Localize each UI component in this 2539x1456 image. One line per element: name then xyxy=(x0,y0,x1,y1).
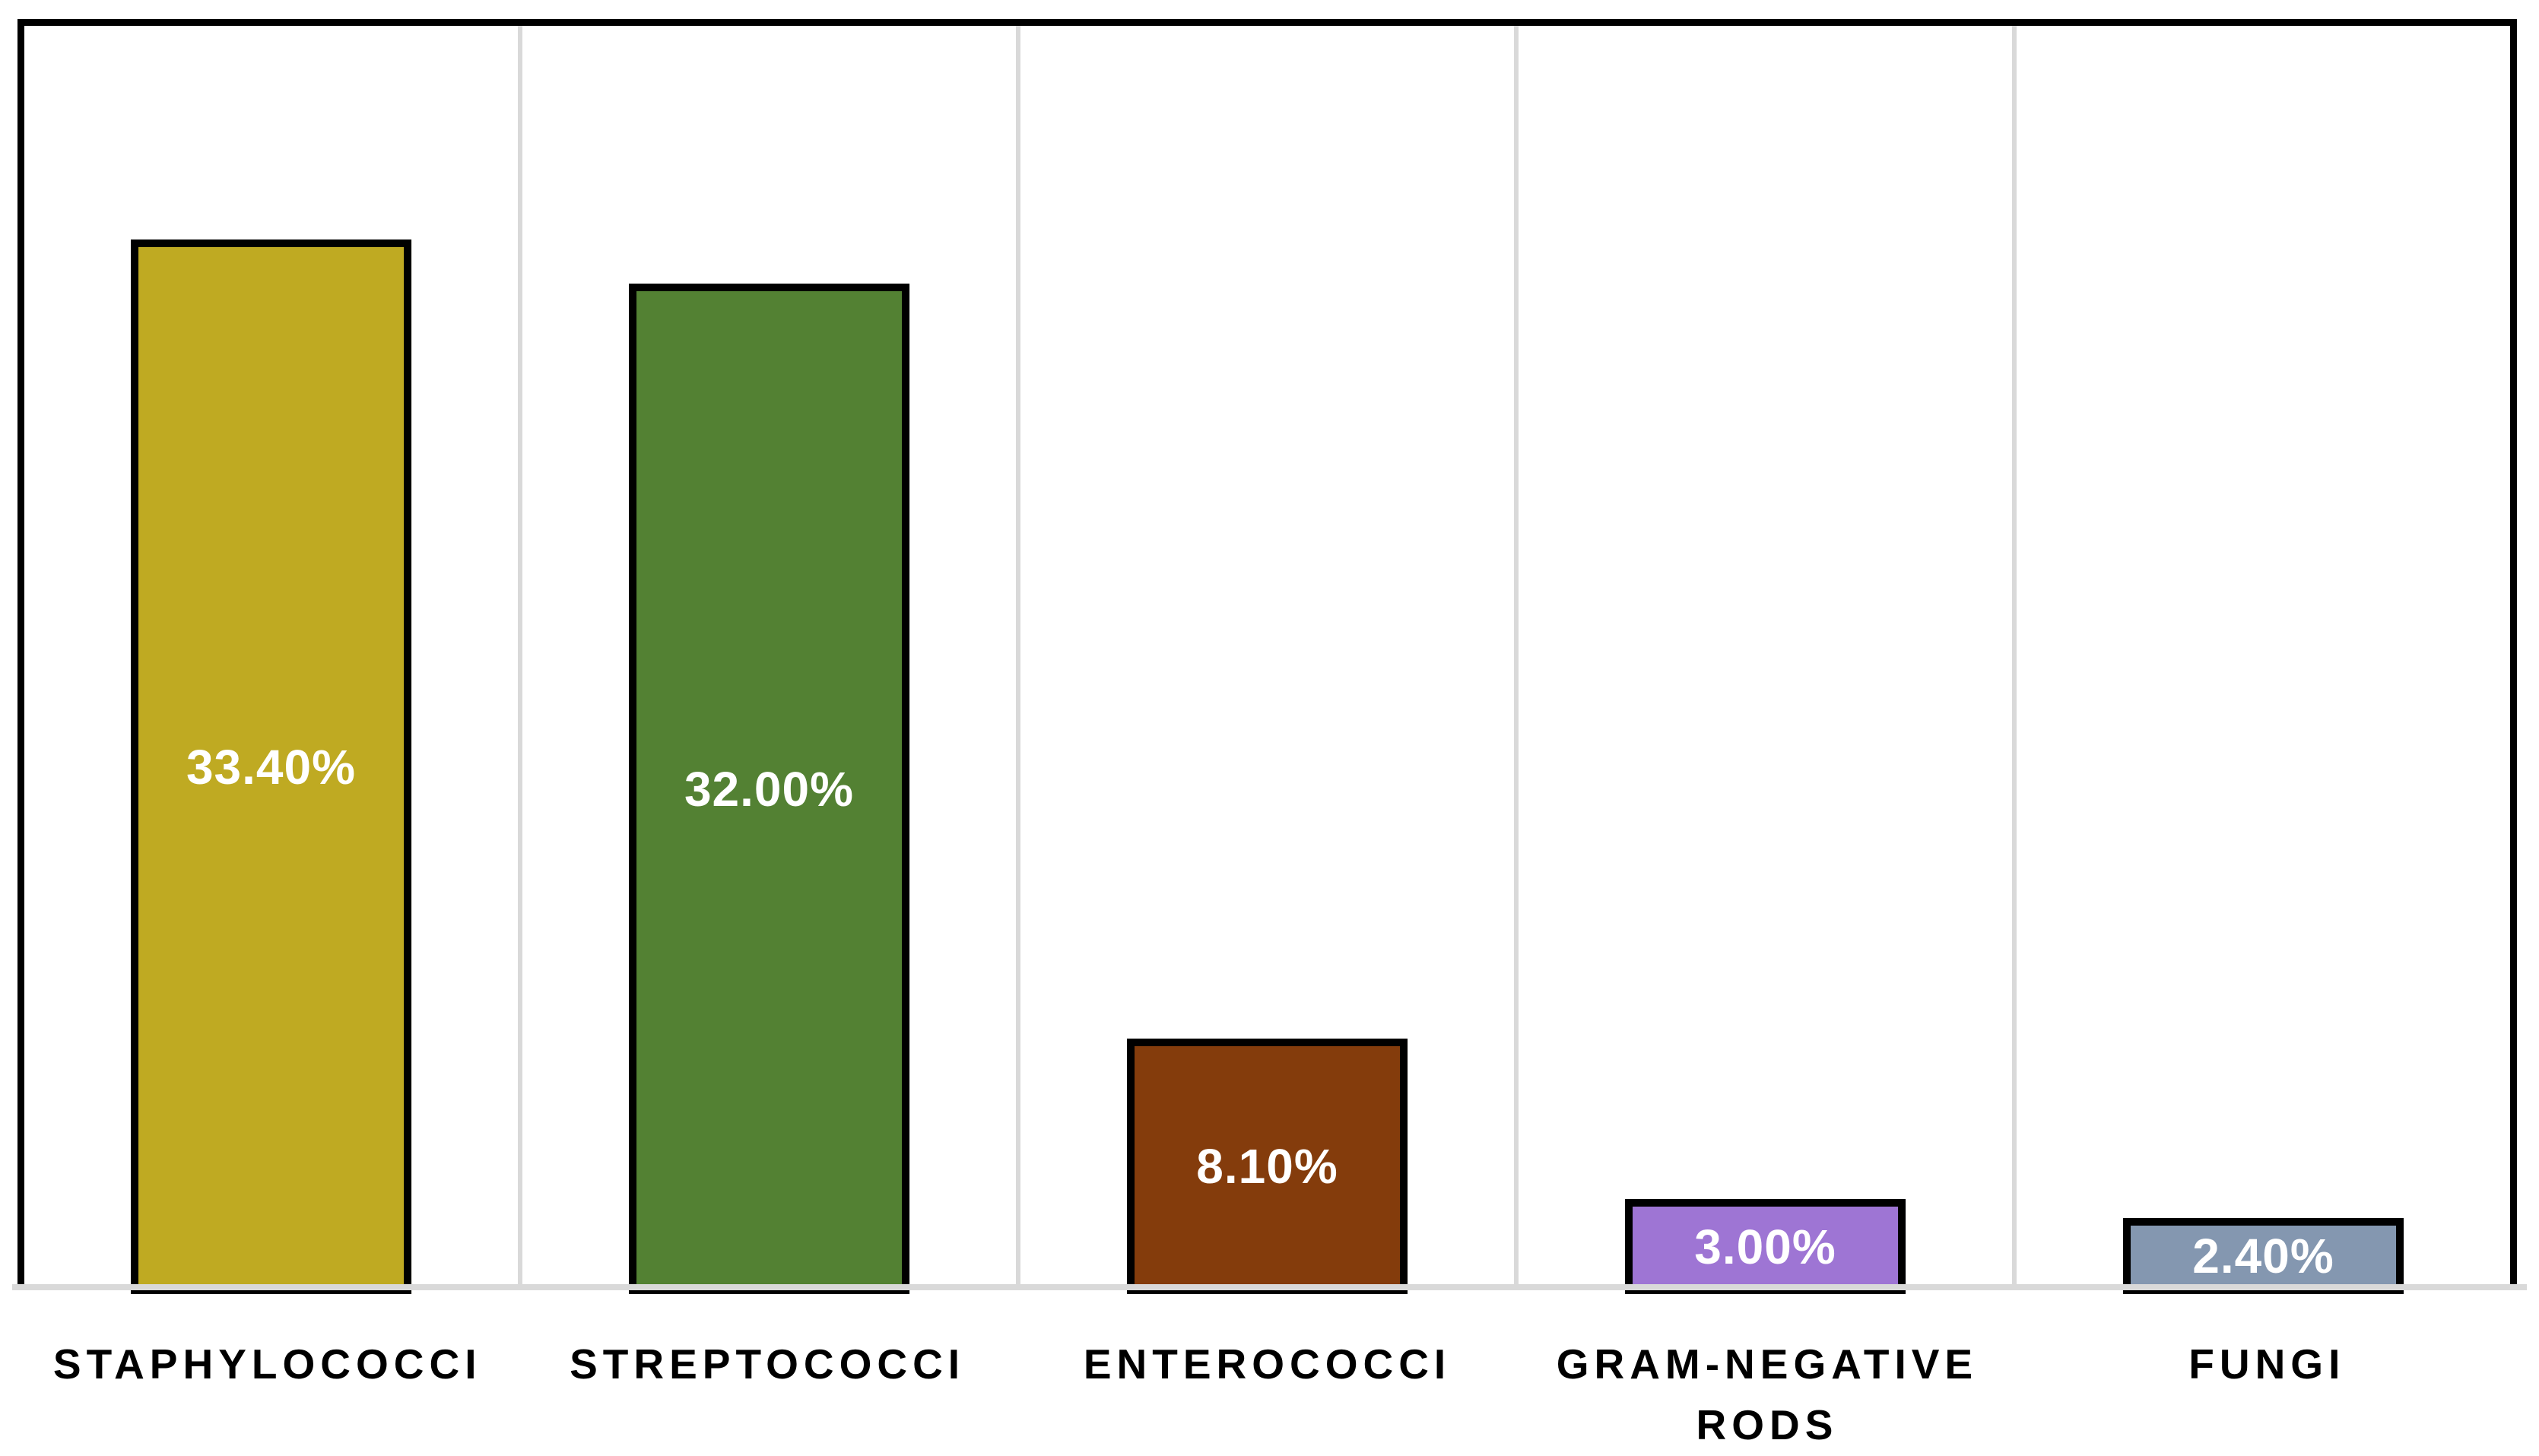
data-label: 3.00% xyxy=(1694,1219,1836,1274)
category-label-staphylococci: STAPHYLOCOCCI xyxy=(52,1340,482,1388)
category-column-streptococci: 32.00% xyxy=(522,26,1020,1294)
category-label-enterococci: ENTEROCOCCI xyxy=(1083,1340,1452,1388)
category-label-streptococci: STREPTOCOCCI xyxy=(570,1340,966,1388)
data-label: 33.40% xyxy=(186,739,357,795)
bar-enterococci: 8.10% xyxy=(1126,1038,1408,1294)
data-label: 2.40% xyxy=(2192,1229,2334,1284)
category-column-fungi: 2.40% xyxy=(2017,26,2510,1294)
bar-staphylococci: 33.40% xyxy=(130,239,412,1294)
category-column-enterococci: 8.10% xyxy=(1020,26,1519,1294)
bar-streptococci: 32.00% xyxy=(628,284,910,1294)
category-label-fungi: FUNGI xyxy=(2188,1340,2346,1388)
category-label-gram-negative-rods: GRAM-NEGATIVE RODS xyxy=(1556,1340,1979,1448)
plot-area: 33.40% 32.00% 8.10% 3.00% 2.40% xyxy=(17,19,2517,1294)
data-label: 8.10% xyxy=(1196,1138,1338,1194)
category-axis-labels: STAPHYLOCOCCI STREPTOCOCCI ENTEROCOCCI G… xyxy=(17,1334,2517,1456)
category-column-gram-negative-rods: 3.00% xyxy=(1519,26,2017,1294)
bar-gram-negative-rods: 3.00% xyxy=(1624,1199,1906,1294)
bar-fungi: 2.40% xyxy=(2122,1218,2404,1294)
data-label: 32.00% xyxy=(684,761,855,817)
category-column-staphylococci: 33.40% xyxy=(24,26,522,1294)
x-axis-line xyxy=(12,1284,2527,1290)
